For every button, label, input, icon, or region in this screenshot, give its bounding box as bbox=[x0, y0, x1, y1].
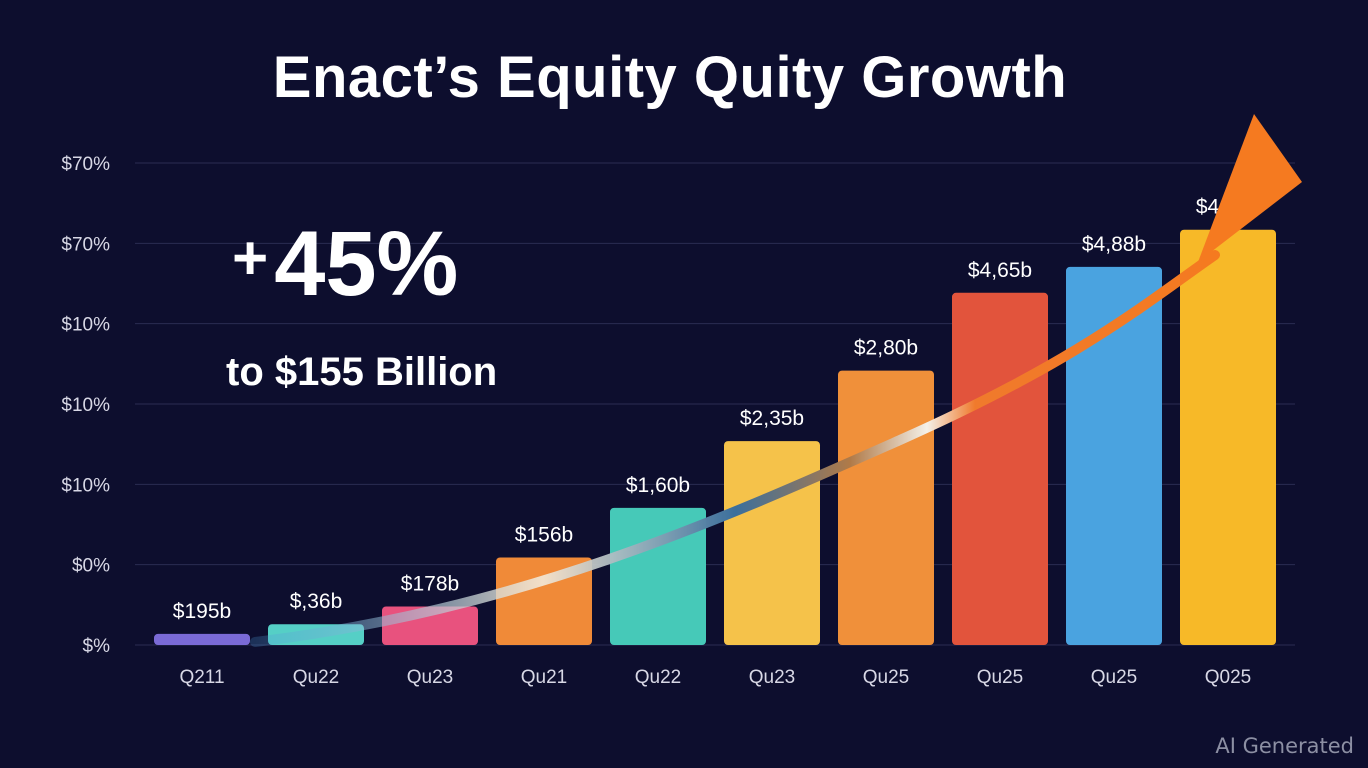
chart-title: Enact’s Equity Quity Growth bbox=[272, 45, 1068, 110]
ai-generated-watermark: AI Generated bbox=[1215, 734, 1354, 758]
bar-data-label: $4,88b bbox=[1082, 233, 1146, 256]
x-axis-ticks: Q211 Qu22 Qu23 Qu21 Qu22 Qu23 Qu25 Qu25 Qu25 Q025 bbox=[179, 667, 1251, 688]
y-tick-label: $10% bbox=[61, 395, 110, 416]
bar bbox=[724, 441, 820, 645]
bar-data-label: $195b bbox=[173, 600, 231, 623]
y-axis-ticks: $70% $70% $10% $10% $10% $0% $% bbox=[61, 154, 110, 657]
bar bbox=[1180, 229, 1276, 645]
y-tick-label: $70% bbox=[61, 234, 110, 255]
bar bbox=[1066, 266, 1162, 645]
x-tick-label: Q211 bbox=[179, 667, 224, 688]
x-tick-label: Qu21 bbox=[521, 667, 567, 688]
x-tick-label: Q025 bbox=[1205, 667, 1251, 688]
bar-data-label: $4,65b bbox=[968, 259, 1032, 282]
x-tick-label: Qu25 bbox=[863, 667, 909, 688]
x-tick-label: Qu25 bbox=[977, 667, 1023, 688]
bar-data-label: $2,35b bbox=[740, 407, 804, 430]
trend-arrow-head bbox=[1198, 114, 1302, 262]
x-tick-label: Qu23 bbox=[749, 667, 795, 688]
bar-data-labels: $195b $,36b $178b $156b $1,60b $2,35b $2,80b $4… bbox=[173, 196, 1260, 623]
y-tick-label: $10% bbox=[61, 315, 110, 336]
x-tick-label: Qu25 bbox=[1091, 667, 1137, 688]
headline-percent: 45% bbox=[274, 213, 459, 315]
x-tick-label: Qu22 bbox=[635, 667, 681, 688]
bar bbox=[952, 292, 1048, 645]
bar-data-label: $178b bbox=[401, 572, 459, 595]
bar bbox=[838, 370, 934, 645]
bar-data-label: $156b bbox=[515, 523, 573, 546]
y-tick-label: $0% bbox=[72, 556, 110, 577]
bar bbox=[496, 557, 592, 645]
bar-data-label: $2,80b bbox=[854, 337, 918, 360]
growth-headline: +45% bbox=[232, 218, 458, 310]
bar bbox=[610, 507, 706, 645]
trend-arrow bbox=[250, 114, 1302, 647]
x-tick-label: Qu23 bbox=[407, 667, 453, 688]
headline-plus: + bbox=[232, 224, 269, 293]
y-tick-label: $70% bbox=[61, 154, 110, 175]
bar-data-label: $,36b bbox=[290, 590, 343, 613]
bar-data-label: $1,60b bbox=[626, 474, 690, 497]
growth-subline: to $155 Billion bbox=[226, 350, 498, 394]
y-tick-label: $10% bbox=[61, 475, 110, 496]
bar bbox=[154, 633, 250, 645]
y-tick-label: $% bbox=[83, 636, 111, 657]
trend-arrow-line bbox=[250, 250, 1220, 647]
x-tick-label: Qu22 bbox=[293, 667, 339, 688]
